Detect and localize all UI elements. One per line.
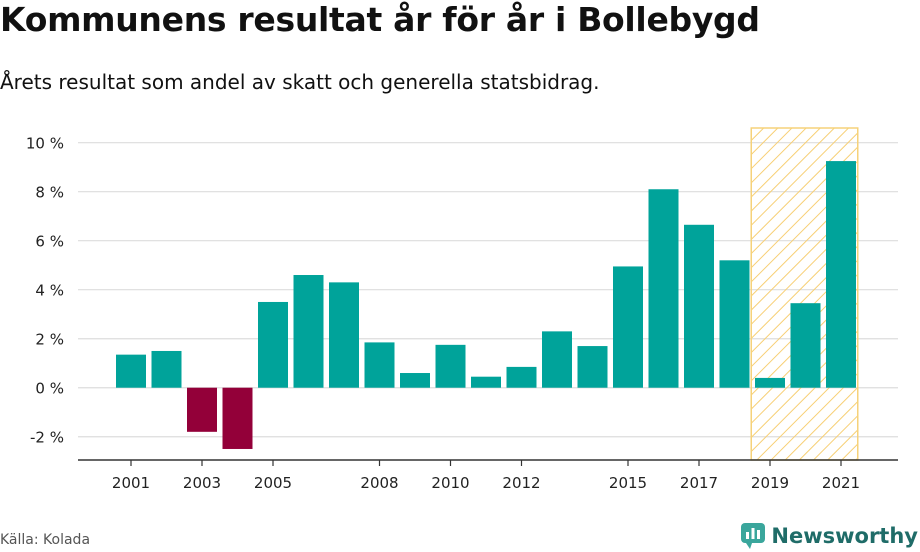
newsworthy-logo-icon xyxy=(741,523,766,549)
brand-name: Newsworthy xyxy=(771,524,918,548)
bar xyxy=(329,282,359,388)
bar xyxy=(613,266,643,388)
bar xyxy=(506,366,537,388)
y-tick-label: 0 % xyxy=(35,380,64,398)
bar xyxy=(258,301,288,388)
y-tick-label: 4 % xyxy=(35,282,64,300)
axes: -2 % 0 % 2 % 4 % 6 % 8 % 10 % 2001 2003 2005 2008 2… xyxy=(26,135,898,492)
y-tick-label: 6 % xyxy=(35,233,64,251)
bar xyxy=(542,331,572,388)
bar xyxy=(151,350,182,388)
chart-subtitle: Årets resultat som andel av skatt och ge… xyxy=(0,70,600,94)
y-tick-label: 2 % xyxy=(35,331,64,349)
y-tick-label: 8 % xyxy=(35,184,64,202)
x-tick-label: 2005 xyxy=(254,474,292,492)
bar xyxy=(577,346,608,388)
bar xyxy=(471,376,501,388)
bar xyxy=(293,275,324,388)
bar xyxy=(790,303,821,388)
bar xyxy=(222,387,253,449)
x-tick-label: 2012 xyxy=(502,474,540,492)
bar xyxy=(684,224,714,388)
bars xyxy=(116,161,856,449)
brand-logo[interactable]: Newsworthy xyxy=(741,520,918,552)
x-tick-label: 2015 xyxy=(609,474,647,492)
bar xyxy=(400,373,430,388)
x-tick-label: 2003 xyxy=(183,474,221,492)
bar xyxy=(187,387,217,432)
x-tick-label: 2001 xyxy=(112,474,150,492)
bar xyxy=(719,260,750,388)
x-tick-label: 2017 xyxy=(680,474,718,492)
x-tick-label: 2008 xyxy=(360,474,398,492)
x-tick-label: 2021 xyxy=(822,474,860,492)
bar xyxy=(755,377,785,388)
bar xyxy=(116,354,146,388)
source-note: Källa: Kolada xyxy=(0,532,91,548)
x-tick-label: 2019 xyxy=(751,474,789,492)
bar xyxy=(435,344,466,388)
bar xyxy=(364,342,395,388)
bar xyxy=(648,189,679,388)
y-tick-label: 10 % xyxy=(26,135,64,153)
x-tick-label: 2010 xyxy=(431,474,469,492)
bar xyxy=(826,161,856,388)
y-tick-label: -2 % xyxy=(30,429,64,447)
chart-title: Kommunens resultat år för år i Bollebygd xyxy=(0,0,760,39)
